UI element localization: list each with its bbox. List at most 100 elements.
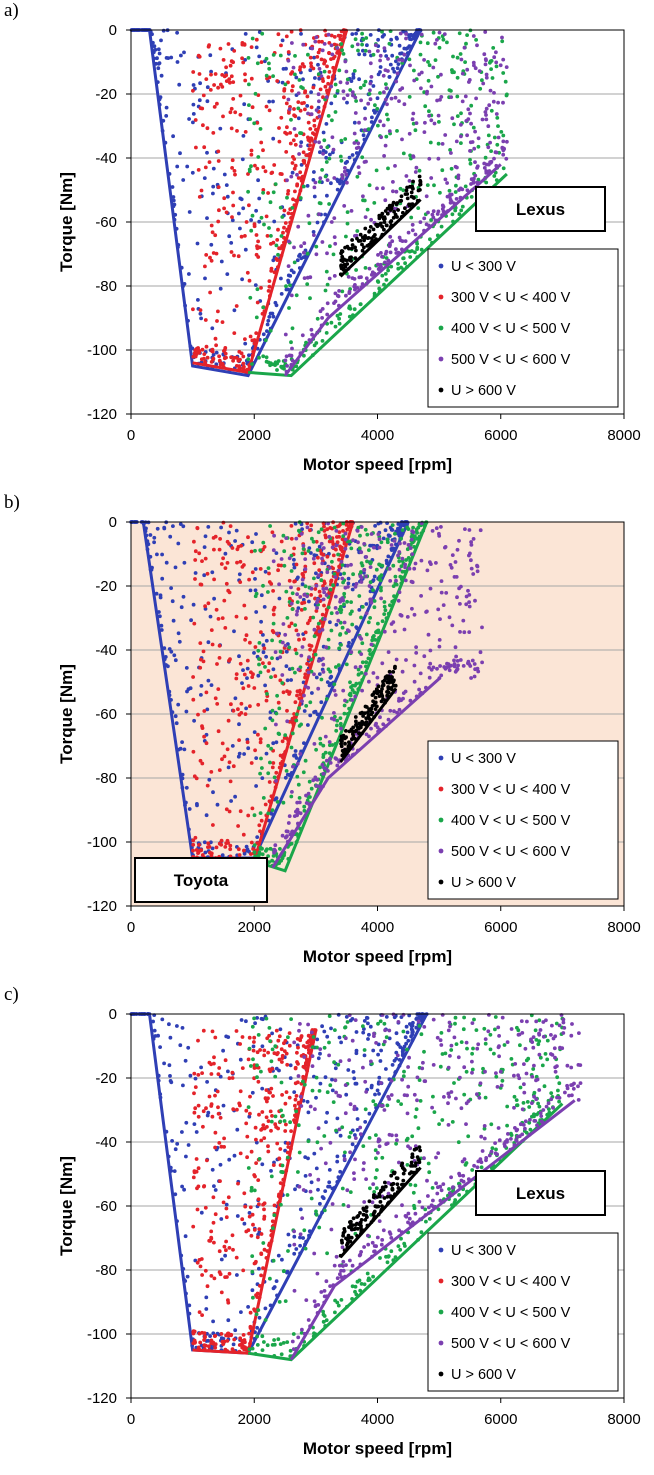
data-point bbox=[294, 628, 299, 633]
data-point bbox=[267, 66, 272, 71]
data-point bbox=[350, 1017, 355, 1021]
data-point bbox=[537, 1018, 542, 1023]
data-point bbox=[394, 189, 399, 194]
data-point bbox=[355, 229, 360, 233]
data-point bbox=[301, 547, 306, 551]
data-point bbox=[325, 282, 330, 287]
data-point bbox=[276, 32, 281, 37]
data-point bbox=[253, 548, 257, 553]
data-point bbox=[302, 693, 306, 698]
data-point bbox=[342, 591, 347, 596]
data-point bbox=[262, 1048, 267, 1053]
data-point bbox=[203, 1343, 208, 1348]
data-point bbox=[311, 778, 316, 783]
data-point bbox=[376, 1052, 380, 1057]
data-point bbox=[456, 1140, 461, 1145]
data-point bbox=[318, 594, 323, 598]
data-point bbox=[482, 161, 487, 166]
data-point bbox=[387, 129, 392, 134]
data-point bbox=[216, 1105, 220, 1110]
data-point bbox=[346, 275, 351, 279]
data-point bbox=[428, 140, 433, 145]
data-point bbox=[432, 121, 437, 126]
data-point bbox=[381, 73, 386, 78]
data-point bbox=[272, 1051, 277, 1056]
data-point bbox=[397, 567, 402, 572]
data-point bbox=[172, 1169, 177, 1173]
data-point bbox=[477, 69, 482, 73]
data-point bbox=[250, 213, 255, 218]
data-point bbox=[279, 292, 284, 296]
data-point bbox=[338, 547, 343, 551]
data-point bbox=[248, 1310, 253, 1315]
data-point bbox=[309, 90, 313, 94]
data-point bbox=[201, 93, 206, 98]
data-point bbox=[206, 525, 211, 529]
data-point bbox=[210, 349, 214, 353]
data-point bbox=[205, 150, 209, 155]
data-point bbox=[275, 79, 280, 83]
data-point bbox=[261, 796, 266, 800]
data-point bbox=[268, 1090, 272, 1095]
data-point bbox=[278, 1181, 283, 1185]
data-point bbox=[260, 1086, 265, 1091]
data-point bbox=[389, 96, 394, 101]
data-point bbox=[280, 215, 285, 219]
data-point bbox=[313, 139, 318, 144]
data-point bbox=[379, 699, 384, 704]
data-point bbox=[357, 52, 361, 57]
data-point bbox=[447, 1187, 451, 1191]
data-point bbox=[269, 1169, 273, 1173]
data-point bbox=[283, 221, 288, 225]
data-point bbox=[186, 1143, 191, 1147]
data-point bbox=[458, 602, 462, 606]
data-point bbox=[430, 529, 435, 533]
data-point bbox=[404, 32, 408, 36]
data-point bbox=[242, 848, 246, 853]
data-point bbox=[222, 1136, 227, 1141]
legend-marker bbox=[438, 879, 444, 885]
data-point bbox=[409, 579, 414, 584]
data-point bbox=[326, 32, 331, 37]
data-point bbox=[475, 569, 480, 574]
data-point bbox=[263, 802, 268, 807]
data-point bbox=[333, 291, 338, 296]
data-point bbox=[398, 613, 403, 617]
data-point bbox=[323, 750, 328, 755]
data-point bbox=[320, 168, 324, 172]
data-point bbox=[153, 1034, 158, 1038]
data-point bbox=[337, 289, 341, 293]
data-point bbox=[436, 141, 441, 146]
data-point bbox=[234, 528, 239, 533]
data-point bbox=[417, 174, 422, 179]
data-point bbox=[341, 688, 346, 693]
data-point bbox=[360, 688, 364, 693]
data-point bbox=[293, 521, 298, 526]
data-point bbox=[298, 1235, 302, 1240]
x-tick-label: 6000 bbox=[484, 427, 517, 444]
data-point bbox=[247, 577, 252, 582]
data-point bbox=[254, 532, 258, 536]
data-point bbox=[220, 616, 225, 620]
data-point bbox=[306, 120, 311, 125]
data-point bbox=[291, 764, 295, 769]
data-point bbox=[254, 208, 258, 213]
data-point bbox=[368, 97, 373, 102]
data-point bbox=[207, 845, 212, 849]
data-point bbox=[271, 74, 275, 78]
data-point bbox=[253, 283, 258, 287]
data-point bbox=[241, 206, 246, 211]
data-point bbox=[247, 167, 252, 172]
data-point bbox=[182, 560, 187, 565]
data-point bbox=[259, 140, 264, 145]
data-point bbox=[321, 1319, 326, 1324]
data-point bbox=[409, 185, 414, 189]
data-point bbox=[286, 1145, 291, 1149]
data-point bbox=[277, 126, 281, 130]
data-point bbox=[330, 135, 335, 140]
data-point bbox=[195, 349, 199, 354]
data-point bbox=[399, 564, 404, 569]
data-point bbox=[350, 153, 355, 157]
data-point bbox=[359, 615, 363, 620]
data-point bbox=[480, 78, 484, 83]
